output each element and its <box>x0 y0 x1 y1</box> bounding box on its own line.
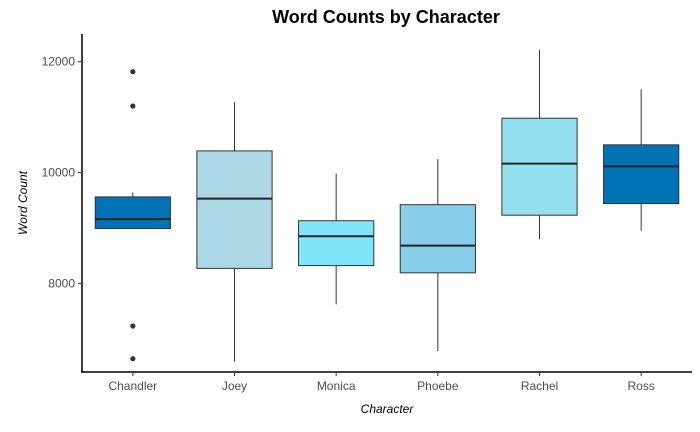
outlier-point <box>130 323 136 329</box>
x-tick-label: Chandler <box>108 379 157 393</box>
x-tick-label: Ross <box>627 379 654 393</box>
iqr-box <box>196 150 273 269</box>
plot-area <box>94 50 680 362</box>
x-tick-label: Rachel <box>521 379 558 393</box>
box-joey <box>196 102 273 362</box>
iqr-box <box>298 220 375 267</box>
x-tick-label: Phoebe <box>417 379 459 393</box>
iqr-box <box>94 196 171 229</box>
y-tick-label: 10000 <box>42 166 76 180</box>
box-chandler <box>94 69 171 362</box>
iqr-box <box>603 144 680 205</box>
box-monica <box>298 173 375 305</box>
y-axis-ticks: 8000 10000 12000 <box>42 55 82 290</box>
y-tick-label: 8000 <box>48 276 75 290</box>
x-tick-label: Joey <box>222 379 247 393</box>
outlier-point <box>130 103 136 109</box>
x-tick-label: Monica <box>317 379 356 393</box>
iqr-box <box>399 204 476 274</box>
iqr-box <box>501 117 578 216</box>
outlier-point <box>130 69 136 75</box>
box-rachel <box>501 50 578 240</box>
x-axis-title: Character <box>361 402 415 416</box>
y-tick-label: 12000 <box>42 55 76 69</box>
box-phoebe <box>399 159 476 351</box>
y-axis-title: Word Count <box>16 170 30 235</box>
x-axis-ticks: Chandler Joey Monica Phoebe Rachel Ross <box>108 372 655 393</box>
box-ross <box>603 89 680 231</box>
chart-title: Word Counts by Character <box>272 7 500 27</box>
outlier-point <box>130 356 136 362</box>
